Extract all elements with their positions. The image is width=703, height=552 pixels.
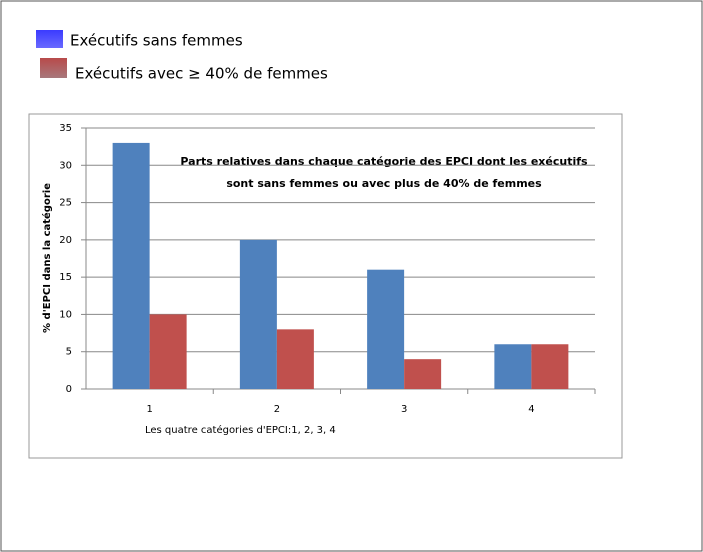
y-tick-label: 0 (66, 384, 72, 395)
y-tick-label: 20 (59, 235, 72, 246)
bar (112, 142, 150, 389)
legend-swatch (40, 58, 67, 78)
y-tick-label: 5 (66, 347, 72, 358)
x-tick-label: 4 (528, 404, 534, 415)
x-tick-label: 3 (401, 404, 407, 415)
y-tick-label: 15 (59, 272, 72, 283)
chart-title: sont sans femmes ou avec plus de 40% de … (226, 177, 542, 190)
bar (149, 314, 187, 389)
y-axis-label: % d'EPCI dans la catégorie (41, 183, 53, 333)
bar (494, 344, 532, 389)
chart-title: Parts relatives dans chaque catégorie de… (180, 155, 588, 168)
bar (367, 269, 405, 389)
bar (239, 239, 277, 389)
legend-swatch (36, 30, 63, 48)
y-tick-label: 25 (59, 198, 72, 209)
y-tick-label: 35 (59, 123, 72, 134)
y-tick-label: 30 (59, 160, 72, 171)
bar (276, 329, 314, 389)
y-tick-label: 10 (59, 309, 72, 320)
x-tick-label: 2 (274, 404, 280, 415)
x-tick-label: 1 (146, 404, 152, 415)
bar (404, 359, 442, 389)
legend-label: Exécutifs avec ≥ 40% de femmes (75, 65, 328, 83)
bar (531, 344, 569, 389)
x-axis-label: Les quatre catégories d'EPCI:1, 2, 3, 4 (145, 424, 336, 436)
legend-label: Exécutifs sans femmes (70, 32, 243, 50)
